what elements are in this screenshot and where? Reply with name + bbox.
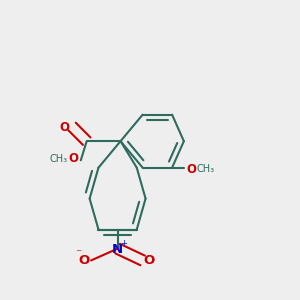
Text: N: N bbox=[112, 243, 123, 256]
Text: O: O bbox=[186, 163, 196, 176]
Text: O: O bbox=[68, 152, 78, 165]
Text: O: O bbox=[143, 254, 155, 267]
Text: CH₃: CH₃ bbox=[50, 154, 68, 164]
Text: CH₃: CH₃ bbox=[197, 164, 215, 174]
Text: ⁻: ⁻ bbox=[75, 248, 81, 260]
Text: +: + bbox=[121, 239, 128, 248]
Text: O: O bbox=[78, 254, 89, 267]
Text: O: O bbox=[60, 122, 70, 134]
